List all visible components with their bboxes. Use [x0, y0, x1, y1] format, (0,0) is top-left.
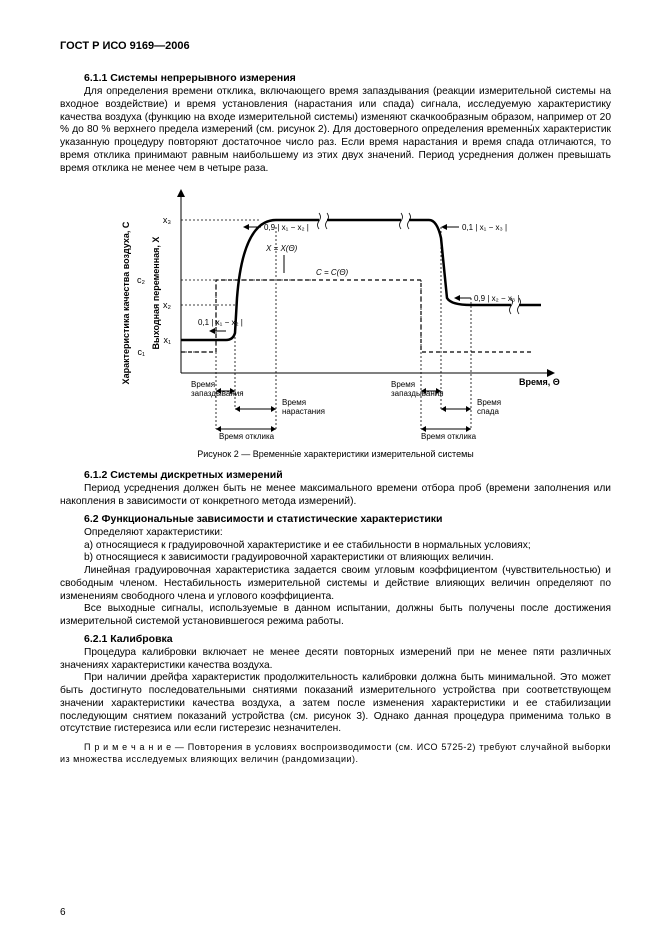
svg-text:запаздывания: запаздывания [391, 389, 444, 398]
tick-x3: x₃ [162, 215, 171, 225]
tick-x2: x₂ [163, 300, 172, 310]
section-621-note: П р и м е ч а н и е — Повторения в услов… [60, 742, 611, 765]
svg-text:Время: Время [391, 380, 415, 389]
page: ГОСТ Р ИСО 9169—2006 6.1.1 Системы непре… [0, 0, 661, 936]
section-611-p1: Для определения времени отклика, включаю… [60, 86, 611, 175]
ann2: 0,1 | x₁ − x₃ | [462, 223, 507, 232]
svg-text:нарастания: нарастания [282, 407, 325, 416]
figure-2-svg: Характеристика качества воздуха, C Выход… [101, 183, 571, 443]
svg-text:запаздывания: запаздывания [191, 389, 244, 398]
t-resp-2: Время отклика [421, 432, 477, 441]
svg-text:спада: спада [477, 407, 499, 416]
t-delay-1: Время [191, 380, 215, 389]
ann1: 0,9 | x₁ − x₂ | [264, 223, 309, 232]
formula-x: X = X(Θ) [265, 244, 298, 253]
section-62-p3: Все выходные сигналы, используемые в дан… [60, 603, 611, 629]
section-621-title: 6.2.1 Калибровка [60, 633, 611, 645]
section-62-b: b) относящиеся к зависимости градуировоч… [60, 552, 611, 565]
svg-text:Время: Время [477, 398, 501, 407]
xlabel: Время, Θ [519, 377, 560, 387]
section-62-title: 6.2 Функциональные зависимости и статист… [60, 513, 611, 525]
section-621-p2: При наличии дрейфа характеристик продолж… [60, 672, 611, 736]
ann4: 0,9 | x₂ − x₃ | [474, 294, 519, 303]
tick-c2: c₂ [137, 275, 146, 285]
formula-c: C = C(Θ) [316, 268, 349, 277]
ann3: 0,1 | x₁ − x₂ | [198, 318, 243, 327]
svg-text:Время: Время [282, 398, 306, 407]
tick-c1: c₁ [137, 347, 145, 357]
ylabel-x: Выходная переменная, X [151, 237, 161, 350]
ylabel-c: Характеристика качества воздуха, C [121, 221, 131, 384]
document-header: ГОСТ Р ИСО 9169—2006 [60, 40, 611, 52]
section-62-p2: Линейная градуировочная характеристика з… [60, 565, 611, 603]
section-62-a: a) относящиеся к градуировочной характер… [60, 540, 611, 553]
section-621-p1: Процедура калибровки включает не менее д… [60, 647, 611, 673]
section-612-p1: Период усреднения должен быть не менее м… [60, 483, 611, 509]
section-62-p1: Определяют характеристики: [60, 527, 611, 540]
page-number: 6 [60, 907, 66, 918]
figure-2: Характеристика качества воздуха, C Выход… [60, 183, 611, 443]
section-611-title: 6.1.1 Системы непрерывного измерения [60, 72, 611, 84]
t-resp-1: Время отклика [219, 432, 275, 441]
section-612-title: 6.1.2 Системы дискретных измерений [60, 469, 611, 481]
tick-x1: x₁ [163, 335, 171, 345]
figure-2-caption: Рисунок 2 — Временны́е характеристики из… [60, 449, 611, 459]
